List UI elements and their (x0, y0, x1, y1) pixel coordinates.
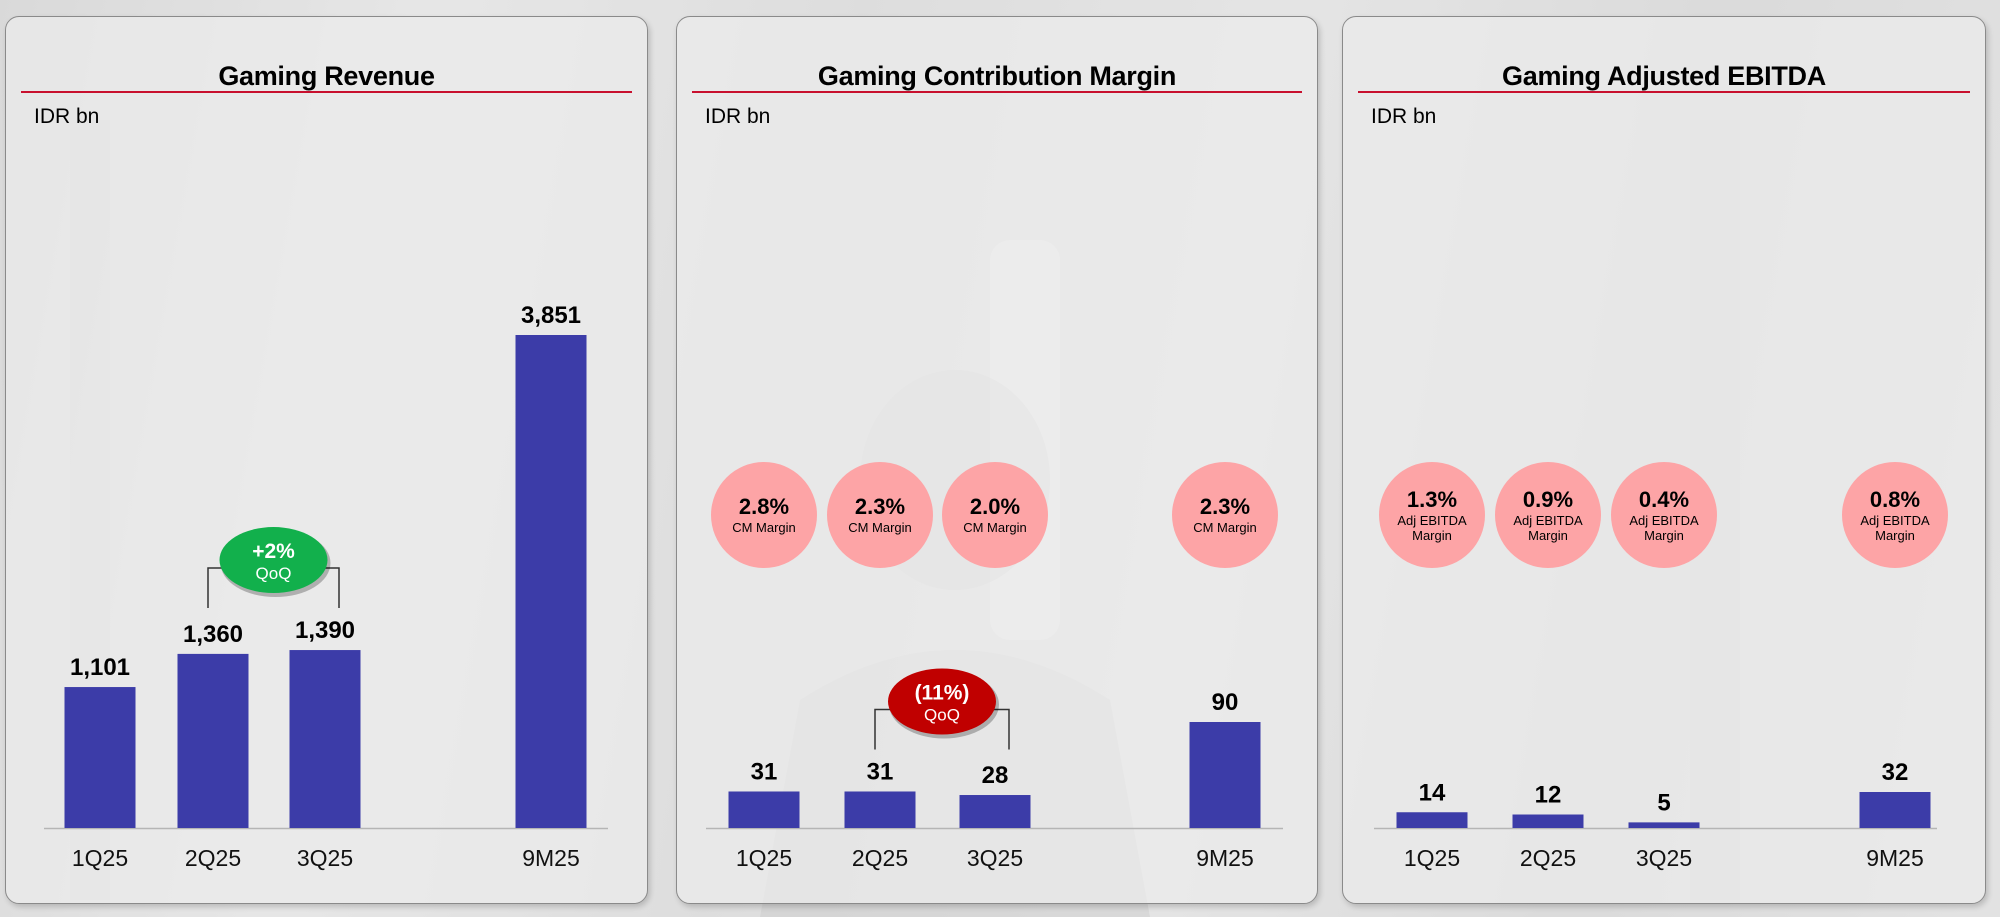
data-label: 1,360 (183, 621, 243, 648)
data-label: 90 (1212, 689, 1239, 716)
x-tick-label: 9M25 (1866, 845, 1924, 871)
bar-9m25 (515, 335, 587, 828)
x-tick-label: 2Q25 (1520, 845, 1576, 871)
x-tick-label: 1Q25 (736, 845, 792, 871)
bar-1q25 (728, 791, 800, 828)
margin-bubble-circle (1611, 462, 1717, 568)
qoq-label: QoQ (924, 705, 960, 724)
data-label: 31 (751, 758, 778, 785)
margin-label: Margin (1528, 528, 1568, 543)
bar-3q25 (1628, 822, 1700, 828)
margin-label: CM Margin (1193, 520, 1257, 535)
bar-2q25 (177, 653, 249, 828)
qoq-value: (11%) (915, 681, 970, 704)
margin-bubble-circle (942, 462, 1048, 568)
x-tick-label: 9M25 (1196, 845, 1254, 871)
margin-value: 2.3% (855, 494, 905, 519)
panel-title: Gaming Contribution Margin (817, 61, 1177, 91)
bar-2q25 (1512, 814, 1584, 828)
margin-label: Adj EBITDA (1513, 513, 1583, 528)
margin-bubble-circle (711, 462, 817, 568)
margin-value: 2.0% (970, 494, 1020, 519)
x-tick-label: 3Q25 (297, 845, 353, 871)
margin-bubble: 2.8%CM Margin (711, 462, 817, 568)
x-tick-label: 2Q25 (852, 845, 908, 871)
data-label: 32 (1882, 759, 1909, 786)
margin-value: 0.9% (1523, 487, 1573, 512)
qoq-value: +2% (252, 540, 295, 563)
data-label: 1,390 (295, 617, 355, 644)
margin-value: 0.4% (1639, 487, 1689, 512)
qoq-badge (219, 527, 328, 594)
bar-3q25 (289, 650, 361, 828)
margin-bubble: 2.3%CM Margin (827, 462, 933, 568)
margin-label: Margin (1412, 528, 1452, 543)
margin-label: Adj EBITDA (1397, 513, 1467, 528)
margin-bubble-circle (1379, 462, 1485, 568)
qoq-label: QoQ (256, 564, 292, 583)
data-label: 31 (867, 758, 894, 785)
margin-label: CM Margin (732, 520, 796, 535)
bar-1q25 (1396, 812, 1468, 828)
margin-label: Margin (1644, 528, 1684, 543)
bar-1q25 (64, 687, 136, 828)
margin-bubble-circle (827, 462, 933, 568)
margin-value: 1.3% (1407, 487, 1457, 512)
bar-9m25 (1859, 792, 1931, 828)
margin-bubble: 2.0%CM Margin (942, 462, 1048, 568)
x-tick-label: 2Q25 (185, 845, 241, 871)
title-divider (692, 91, 1302, 93)
margin-bubble-circle (1172, 462, 1278, 568)
x-tick-label: 3Q25 (1636, 845, 1692, 871)
margin-label: CM Margin (848, 520, 912, 535)
x-tick-label: 1Q25 (1404, 845, 1460, 871)
x-tick-label: 9M25 (522, 845, 580, 871)
margin-bubble: 2.3%CM Margin (1172, 462, 1278, 568)
qoq-annotation: +2%QoQ (207, 527, 340, 609)
qoq-badge (888, 668, 996, 735)
data-label: 5 (1657, 789, 1670, 816)
unit-label: IDR bn (1371, 105, 1437, 128)
data-label: 12 (1535, 782, 1562, 809)
margin-value: 2.3% (1200, 494, 1250, 519)
data-label: 14 (1419, 779, 1446, 806)
margin-label: CM Margin (963, 520, 1027, 535)
margin-label: Margin (1875, 528, 1915, 543)
margin-value: 0.8% (1870, 487, 1920, 512)
panel-title: Gaming Revenue (218, 61, 435, 91)
margin-label: Adj EBITDA (1860, 513, 1930, 528)
unit-label: IDR bn (34, 105, 100, 128)
margin-value: 2.8% (739, 494, 789, 519)
title-divider (1358, 91, 1970, 93)
bar-9m25 (1189, 722, 1261, 828)
x-tick-label: 1Q25 (72, 845, 128, 871)
data-label: 3,851 (521, 302, 581, 329)
qoq-annotation: (11%)QoQ (874, 668, 1010, 750)
margin-label: Adj EBITDA (1629, 513, 1699, 528)
bar-2q25 (844, 791, 916, 828)
title-divider (21, 91, 632, 93)
x-tick-label: 3Q25 (967, 845, 1023, 871)
unit-label: IDR bn (705, 105, 771, 128)
margin-bubble-circle (1842, 462, 1948, 568)
margin-bubble-circle (1495, 462, 1601, 568)
chart-0: 1,101 1Q25 1,360 2Q25 1,390 3Q25 3,851 9M25 +2%Q… (44, 302, 608, 871)
panel-title: Gaming Adjusted EBITDA (1502, 61, 1826, 91)
data-label: 1,101 (70, 654, 130, 681)
bar-3q25 (959, 795, 1031, 828)
data-label: 28 (982, 762, 1009, 789)
panel-gaming-adjusted-ebitda: Gaming Adjusted EBITDA IDR bn (1342, 16, 1986, 904)
